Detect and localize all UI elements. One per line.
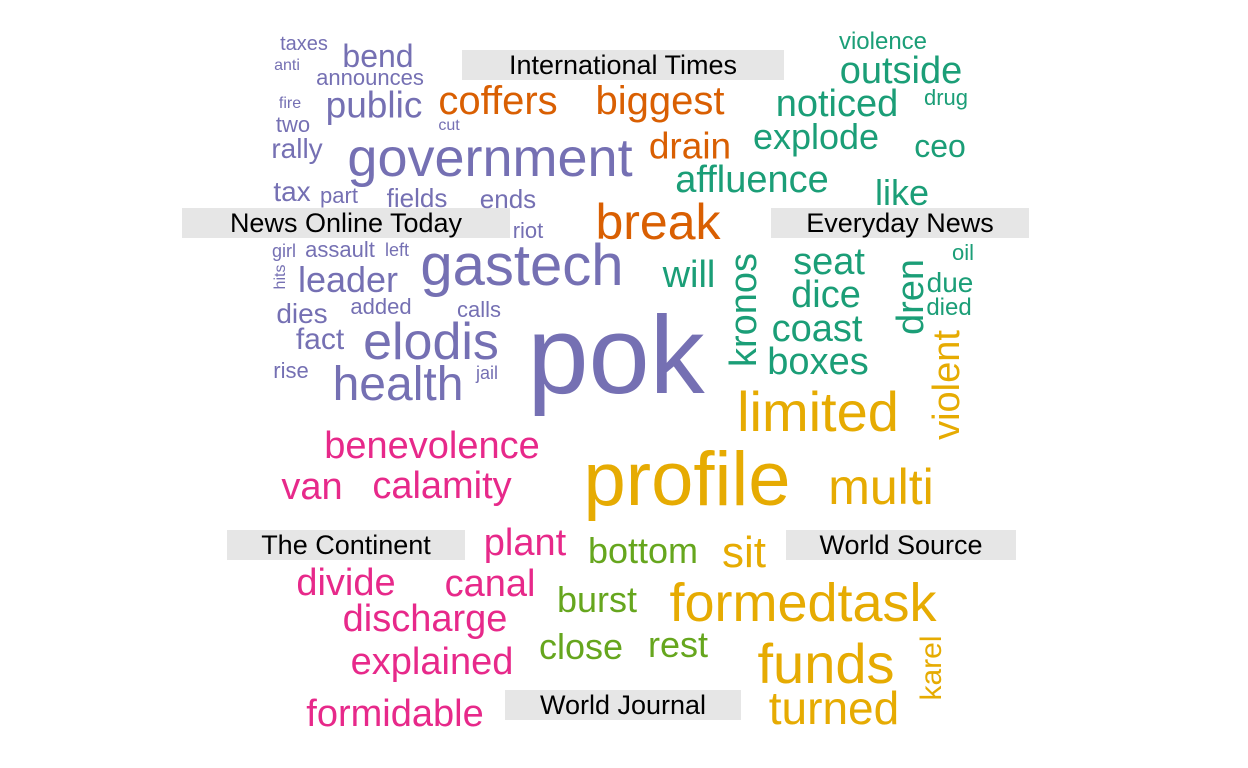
word-ends: ends xyxy=(479,184,537,214)
group-label: International Times xyxy=(462,50,784,80)
word-explained: explained xyxy=(350,641,514,683)
word-taxes: taxes xyxy=(280,33,328,55)
word-jail: jail xyxy=(475,363,499,383)
word-dren: dren xyxy=(890,258,932,336)
word-tax: tax xyxy=(273,176,311,207)
group-label: World Source xyxy=(786,530,1016,560)
word-announces: announces xyxy=(316,65,424,90)
word-explode: explode xyxy=(752,116,880,157)
word-sit: sit xyxy=(722,528,766,577)
word-leader: leader xyxy=(297,259,399,300)
word-calls: calls xyxy=(456,297,502,322)
word-rise: rise xyxy=(273,358,309,383)
word-formedtask: formedtask xyxy=(669,573,937,633)
word-cut: cut xyxy=(438,117,460,134)
word-government: government xyxy=(347,128,633,188)
word-fields: fields xyxy=(386,183,448,213)
word-multi: multi xyxy=(828,459,934,515)
group-label: News Online Today xyxy=(182,208,510,238)
word-biggest: biggest xyxy=(595,79,725,123)
word-violent: violent xyxy=(926,330,968,440)
word-pok: pok xyxy=(527,294,705,417)
word-noticed: noticed xyxy=(775,83,899,125)
word-fire: fire xyxy=(278,95,302,112)
word-profile: profile xyxy=(583,437,791,522)
word-riot: riot xyxy=(512,218,544,243)
word-drug: drug xyxy=(923,85,969,110)
word-burst: burst xyxy=(556,579,638,620)
word-coast: coast xyxy=(771,308,863,350)
word-elodis: elodis xyxy=(363,313,499,371)
word-formidable: formidable xyxy=(306,693,484,735)
word-turned: turned xyxy=(768,682,900,734)
group-label: The Continent xyxy=(227,530,465,560)
word-dice: dice xyxy=(791,274,861,316)
word-van: van xyxy=(281,466,343,508)
word-benevolence: benevolence xyxy=(324,425,540,467)
group-label: World Journal xyxy=(505,690,741,720)
word-assault: assault xyxy=(305,237,375,262)
word-karel: karel xyxy=(915,635,948,701)
word-will: will xyxy=(662,254,716,296)
word-bottom: bottom xyxy=(587,530,699,571)
word-affluence: affluence xyxy=(675,159,829,201)
word-two: two xyxy=(275,112,311,137)
group-label: Everyday News xyxy=(771,208,1029,238)
word-ceo: ceo xyxy=(914,128,966,164)
word-health: health xyxy=(332,358,464,411)
word-like: like xyxy=(874,172,930,213)
word-died: died xyxy=(926,294,972,321)
word-limited: limited xyxy=(737,380,899,443)
word-rest: rest xyxy=(647,624,709,665)
word-calamity: calamity xyxy=(372,465,512,507)
word-break: break xyxy=(595,194,721,250)
word-public: public xyxy=(325,84,423,126)
word-divide: divide xyxy=(296,562,396,604)
word-canal: canal xyxy=(444,563,536,605)
word-outside: outside xyxy=(839,50,963,92)
word-bend: bend xyxy=(342,38,414,74)
word-funds: funds xyxy=(757,632,895,695)
word-anti: anti xyxy=(274,57,300,74)
word-coffers: coffers xyxy=(438,79,558,123)
word-girl: girl xyxy=(271,241,297,261)
word-hits: hits xyxy=(272,264,289,290)
word-seat: seat xyxy=(793,241,865,283)
word-kronos: kronos xyxy=(723,252,765,368)
word-left: left xyxy=(384,240,410,260)
word-dies: dies xyxy=(276,298,328,329)
word-drain: drain xyxy=(648,125,732,167)
word-oil: oil xyxy=(951,240,975,265)
word-plant: plant xyxy=(483,522,567,564)
word-close: close xyxy=(538,626,624,667)
word-violence: violence xyxy=(838,28,928,55)
word-part: part xyxy=(320,183,358,208)
word-gastech: gastech xyxy=(420,233,624,298)
word-rally: rally xyxy=(271,133,323,164)
word-boxes: boxes xyxy=(767,341,869,383)
word-fact: fact xyxy=(295,323,345,356)
word-discharge: discharge xyxy=(342,598,508,640)
word-due: due xyxy=(926,267,974,298)
word-added: added xyxy=(350,294,412,319)
